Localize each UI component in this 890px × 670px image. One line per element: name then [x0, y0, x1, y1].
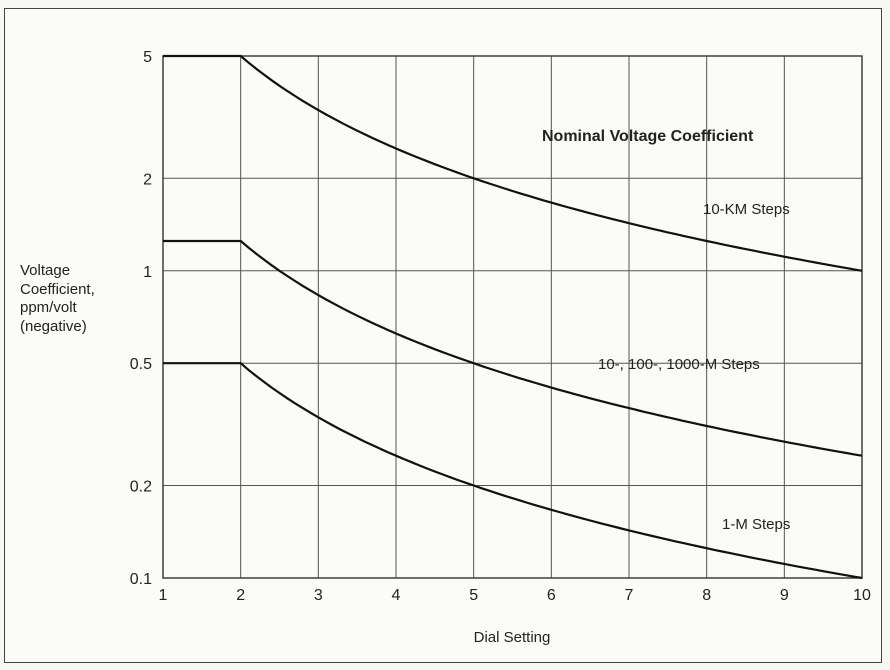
y-axis-label-line-4: (negative): [20, 318, 87, 335]
y-axis-label: Voltage Coefficient, ppm/volt (negative): [20, 262, 95, 335]
y-tick-label-0.1: 0.1: [130, 571, 152, 588]
x-tick-label-4: 4: [392, 587, 401, 604]
y-axis-label-line-1: Voltage: [20, 262, 70, 279]
x-tick-label-5: 5: [469, 587, 478, 604]
series-line-0: [163, 54, 863, 272]
y-tick-label-1: 1: [143, 264, 152, 281]
y-tick-labels: 0.1 0.2 0.5 1 2 5: [130, 49, 152, 588]
series-label-1m: 1-M Steps: [722, 516, 790, 533]
grid: [162, 55, 863, 579]
x-tick-label-2: 2: [236, 587, 245, 604]
x-tick-label-10: 10: [853, 587, 871, 604]
x-tick-labels: 1 2 3 4 5 6 7 8 9 10: [159, 587, 871, 604]
x-tick-label-6: 6: [547, 587, 556, 604]
x-tick-label-8: 8: [702, 587, 711, 604]
y-tick-label-0.5: 0.5: [130, 356, 152, 373]
x-axis-label: Dial Setting: [474, 629, 551, 646]
series-line-1: [163, 239, 863, 457]
series-label-10km: 10-KM Steps: [703, 201, 790, 218]
chart-title: Nominal Voltage Coefficient: [542, 128, 754, 145]
y-tick-label-5: 5: [143, 49, 152, 66]
curves: [163, 54, 863, 580]
series-label-10-100-1000m: 10-, 100-, 1000-M Steps: [598, 356, 760, 373]
series-line-2: [163, 362, 863, 580]
y-axis-label-line-3: ppm/volt: [20, 299, 78, 316]
y-tick-label-2: 2: [143, 171, 152, 188]
x-tick-label-1: 1: [159, 587, 168, 604]
x-tick-label-7: 7: [625, 587, 634, 604]
y-tick-label-0.2: 0.2: [130, 479, 152, 496]
plot-area-border: [162, 55, 863, 579]
x-tick-label-9: 9: [780, 587, 789, 604]
y-axis-label-line-2: Coefficient,: [20, 281, 95, 298]
x-tick-label-3: 3: [314, 587, 323, 604]
